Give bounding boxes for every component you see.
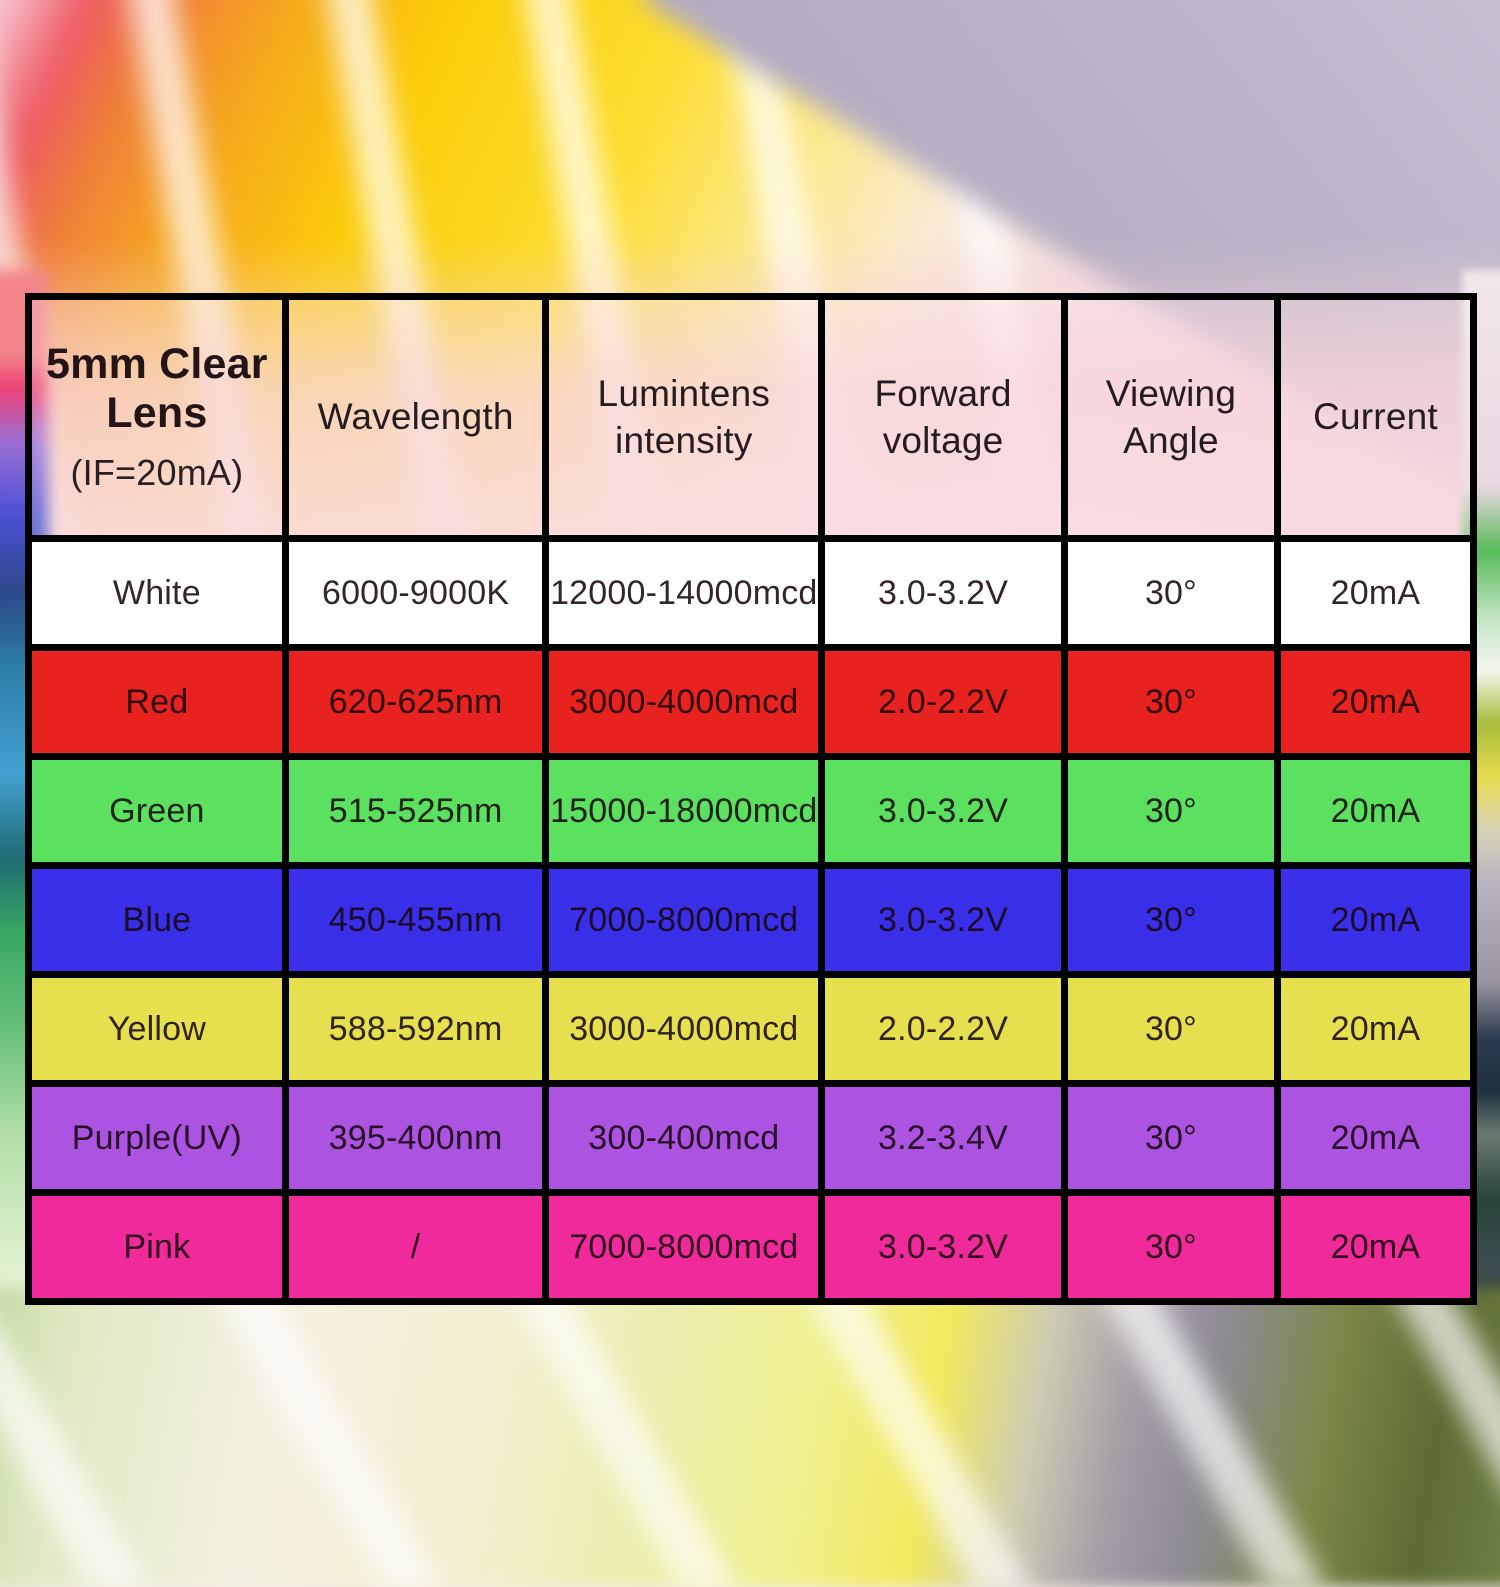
- yellow-current: 20mA: [1280, 978, 1470, 1080]
- pink-wavelength: /: [288, 1196, 543, 1298]
- green-wavelength: 515-525nm: [288, 760, 543, 862]
- green-angle: 30°: [1067, 760, 1274, 862]
- red-intensity: 3000-4000mcd: [549, 651, 819, 753]
- white-voltage: 3.0-3.2V: [825, 542, 1061, 644]
- background-bottom-highlights: [0, 1287, 1500, 1587]
- yellow-angle: 30°: [1067, 978, 1274, 1080]
- yellow-wavelength: 588-592nm: [288, 978, 543, 1080]
- purple-voltage: 3.2-3.4V: [825, 1087, 1061, 1189]
- green-voltage: 3.0-3.2V: [825, 760, 1061, 862]
- yellow-intensity: 3000-4000mcd: [549, 978, 819, 1080]
- header-viewing-angle: Viewing Angle: [1067, 300, 1274, 535]
- white-name: White: [32, 542, 282, 644]
- purple-current: 20mA: [1280, 1087, 1470, 1189]
- purple-wavelength: 395-400nm: [288, 1087, 543, 1189]
- blue-voltage: 3.0-3.2V: [825, 869, 1061, 971]
- blue-wavelength: 450-455nm: [288, 869, 543, 971]
- red-name: Red: [32, 651, 282, 753]
- white-wavelength: 6000-9000K: [288, 542, 543, 644]
- green-name: Green: [32, 760, 282, 862]
- header-wavelength: Wavelength: [288, 300, 543, 535]
- purple-intensity: 300-400mcd: [549, 1087, 819, 1189]
- blue-name: Blue: [32, 869, 282, 971]
- green-intensity: 15000-18000mcd: [549, 760, 819, 862]
- green-current: 20mA: [1280, 760, 1470, 862]
- header-luminous-intensity: Lumintens intensity: [549, 300, 819, 535]
- red-current: 20mA: [1280, 651, 1470, 753]
- pink-intensity: 7000-8000mcd: [549, 1196, 819, 1298]
- yellow-name: Yellow: [32, 978, 282, 1080]
- header-forward-voltage: Forward voltage: [825, 300, 1061, 535]
- pink-current: 20mA: [1280, 1196, 1470, 1298]
- header-corner-cell: 5mm Clear Lens (IF=20mA): [32, 300, 282, 535]
- yellow-voltage: 2.0-2.2V: [825, 978, 1061, 1080]
- purple-angle: 30°: [1067, 1087, 1274, 1189]
- white-current: 20mA: [1280, 542, 1470, 644]
- led-spec-table: 5mm Clear Lens (IF=20mA) Wavelength Lumi…: [25, 293, 1477, 1305]
- pink-name: Pink: [32, 1196, 282, 1298]
- blue-intensity: 7000-8000mcd: [549, 869, 819, 971]
- blue-current: 20mA: [1280, 869, 1470, 971]
- table-subtitle: (IF=20mA): [70, 452, 244, 494]
- white-angle: 30°: [1067, 542, 1274, 644]
- purple-name: Purple(UV): [32, 1087, 282, 1189]
- pink-angle: 30°: [1067, 1196, 1274, 1298]
- red-wavelength: 620-625nm: [288, 651, 543, 753]
- background-bottom-swatches: [0, 1287, 1500, 1587]
- white-intensity: 12000-14000mcd: [549, 542, 819, 644]
- header-current: Current: [1280, 300, 1470, 535]
- red-angle: 30°: [1067, 651, 1274, 753]
- pink-voltage: 3.0-3.2V: [825, 1196, 1061, 1298]
- table-title: 5mm Clear Lens: [46, 339, 268, 437]
- red-voltage: 2.0-2.2V: [825, 651, 1061, 753]
- blue-angle: 30°: [1067, 869, 1274, 971]
